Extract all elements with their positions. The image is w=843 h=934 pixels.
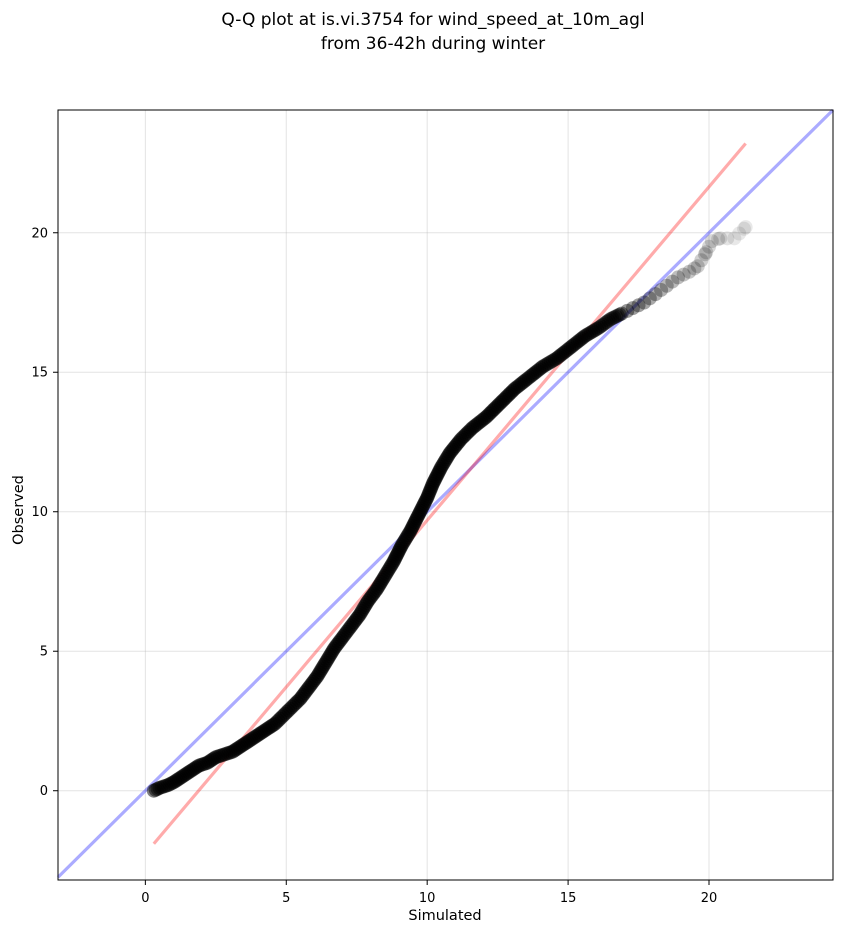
data-point — [711, 232, 726, 247]
data-point — [605, 311, 620, 326]
x-axis-label: Simulated — [408, 908, 481, 924]
data-points — [146, 220, 753, 798]
y-tick-label: 15 — [31, 366, 48, 381]
data-point — [609, 309, 623, 324]
data-point — [603, 312, 618, 327]
y-tick-label: 5 — [40, 645, 48, 660]
data-point — [599, 315, 614, 330]
data-point — [738, 220, 753, 235]
data-point — [597, 316, 612, 331]
data-point — [607, 310, 622, 325]
grid-lines — [58, 110, 833, 880]
data-point — [694, 253, 709, 268]
data-point — [690, 259, 705, 274]
plot-area-frame — [57, 109, 834, 881]
x-tick-label: 0 — [141, 891, 149, 906]
data-point — [713, 231, 728, 246]
data-point — [682, 264, 697, 279]
y-tick-label: 20 — [31, 226, 48, 241]
data-point — [665, 274, 680, 289]
data-point — [588, 323, 603, 337]
data-point — [637, 295, 652, 310]
data-point — [737, 221, 752, 236]
data-point — [592, 320, 607, 335]
y-tick-label: 0 — [40, 784, 48, 799]
x-tick-label: 10 — [419, 891, 436, 906]
data-point — [593, 319, 608, 334]
data-point — [614, 306, 629, 321]
data-point — [595, 317, 610, 332]
data-point — [620, 303, 635, 318]
data-point — [601, 313, 616, 328]
data-point — [612, 307, 627, 322]
data-point — [659, 278, 674, 293]
data-point — [625, 301, 640, 316]
data-point — [648, 287, 663, 302]
data-point — [702, 239, 716, 254]
data-point — [654, 282, 669, 297]
data-point — [697, 247, 712, 262]
x-tick-label: 20 — [701, 891, 718, 906]
y-axis-label: Observed — [11, 475, 27, 545]
data-point — [676, 267, 691, 282]
data-point — [704, 234, 719, 249]
fit-line — [152, 142, 747, 845]
data-point — [610, 308, 625, 323]
data-point — [687, 261, 702, 276]
x-tick-label: 5 — [282, 891, 290, 906]
data-point — [671, 270, 685, 285]
data-point — [699, 245, 714, 260]
data-point — [720, 231, 735, 246]
data-point — [590, 321, 605, 336]
y-tick-label: 10 — [31, 505, 48, 520]
data-point — [642, 291, 657, 306]
identity-line — [56, 108, 835, 879]
chart-subtitle: from 36-42h during winter — [321, 34, 545, 54]
data-point — [727, 231, 742, 246]
reference-lines — [56, 108, 835, 879]
data-point — [631, 298, 646, 313]
chart-title: Q-Q plot at is.vi.3754 for wind_speed_at… — [221, 10, 644, 30]
data-point — [732, 226, 747, 241]
x-tick-label: 15 — [560, 891, 577, 906]
axis-ticks: 0 5 10 15 20 0 5 10 15 20 — [31, 226, 717, 906]
